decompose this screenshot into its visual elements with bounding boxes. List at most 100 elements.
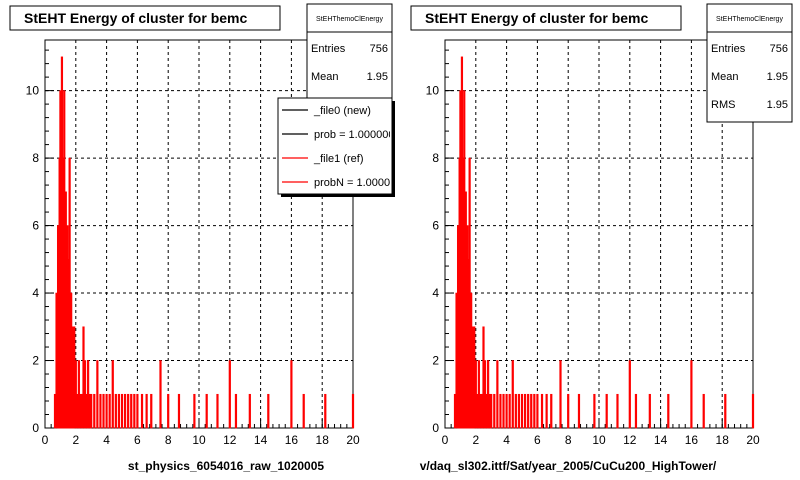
x-tick-label: 6: [534, 433, 541, 447]
chart-title: StEHT Energy of cluster for bemc: [425, 10, 648, 26]
left-histogram-panel: 0 2 4 6 8 10 12 14 16 18 20 0 2 4 6 8 10 StEHT Energy of …: [9, 3, 395, 473]
histogram-bar: [605, 393, 608, 429]
histogram-bar: [536, 393, 539, 429]
stats-value: 756: [370, 43, 388, 55]
stats-value: 1.95: [767, 99, 788, 111]
histogram-bar: [102, 393, 105, 429]
stats-box: [706, 3, 793, 123]
histogram-bar: [523, 393, 527, 429]
stats-name: StEHThemoClEnergy: [316, 16, 383, 23]
histogram-bar: [690, 360, 693, 429]
histogram-bar: [120, 393, 124, 429]
y-tick-label: 10: [26, 84, 40, 98]
histogram-bar: [567, 393, 570, 429]
histogram-bar: [648, 393, 651, 429]
histogram-bar: [540, 393, 544, 429]
y-tick-label: 6: [32, 219, 39, 233]
x-tick-label: 20: [346, 433, 360, 447]
histogram-bar: [96, 360, 99, 429]
histogram-bar: [216, 393, 219, 429]
histogram-bar: [99, 393, 102, 429]
x-tick-label: 10: [592, 433, 606, 447]
histogram-bar: [130, 393, 133, 429]
histogram-bar: [177, 393, 181, 429]
histogram-bar: [702, 393, 705, 429]
y-tick-label: 4: [32, 286, 39, 300]
stats-name: StEHThemoClEnergy: [716, 16, 783, 23]
x-tick-label: 8: [165, 433, 172, 447]
x-tick-label: 4: [103, 433, 110, 447]
y-tick-label: 0: [432, 421, 439, 435]
histogram-bar: [616, 393, 619, 429]
histogram-bar: [324, 393, 327, 429]
x-tick-label: 6: [134, 433, 141, 447]
histogram-bar: [496, 360, 499, 429]
stats-value: 1.95: [367, 71, 388, 83]
histogram-bar: [150, 393, 153, 429]
y-tick-label: 0: [32, 421, 39, 435]
x-tick-label: 12: [623, 433, 637, 447]
y-tick-label: 8: [32, 151, 39, 165]
x-tick-label: 10: [192, 433, 206, 447]
stats-value: 756: [770, 43, 788, 55]
histogram-bar: [508, 393, 511, 429]
x-tick-label: 2: [472, 433, 479, 447]
histogram-bar: [545, 393, 548, 429]
histogram-bar: [302, 393, 305, 429]
stats-value: 1.95: [767, 71, 788, 83]
x-tick-label: 14: [254, 433, 268, 447]
y-tick-label: 10: [426, 84, 440, 98]
histogram-bar: [505, 393, 508, 429]
histogram-bar: [514, 393, 517, 429]
histogram-bar: [93, 393, 96, 429]
histogram-bar: [133, 393, 136, 429]
legend-box: [277, 97, 393, 195]
histogram-bar: [108, 393, 111, 429]
histogram-bar: [127, 393, 130, 429]
histogram-bar: [751, 393, 755, 429]
y-tick-label: 2: [432, 354, 439, 368]
x-tick-label: 0: [42, 433, 49, 447]
x-tick-label: 8: [565, 433, 572, 447]
histogram-bar: [502, 393, 505, 429]
x-tick-label: 14: [654, 433, 668, 447]
x-axis-label: v/daq_sl302.ittf/Sat/year_2005/CuCu200_H…: [420, 459, 717, 473]
histogram-bar: [136, 393, 139, 429]
histogram-bar: [123, 393, 127, 429]
histogram-bar: [724, 393, 727, 429]
y-tick-label: 4: [432, 286, 439, 300]
x-tick-label: 18: [316, 433, 330, 447]
stats-label: RMS: [711, 99, 735, 111]
histogram-bar: [351, 393, 355, 429]
histogram-bar: [527, 393, 530, 429]
histogram-bar: [90, 393, 93, 429]
histogram-bar: [159, 360, 162, 429]
stats-label: Mean: [311, 71, 339, 83]
x-tick-label: 20: [746, 433, 760, 447]
stats-box: [306, 3, 393, 109]
x-tick-label: 4: [503, 433, 510, 447]
histogram-bar: [499, 393, 502, 429]
legend-label: _file1 (ref): [313, 153, 364, 165]
stats-label: Mean: [711, 71, 739, 83]
histogram-bar: [628, 360, 631, 429]
stats-label: Entries: [311, 43, 346, 55]
y-tick-label: 8: [432, 151, 439, 165]
histogram-bar: [193, 393, 196, 429]
histogram-bar: [228, 360, 231, 429]
histogram-bar: [490, 393, 493, 429]
histogram-bar: [167, 393, 170, 429]
right-histogram-panel: 0 2 4 6 8 10 12 14 16 18 20 0 2 4 6 8 10 StEHT Energy of …: [410, 3, 793, 473]
histogram-bar: [520, 393, 524, 429]
histogram-bar: [145, 393, 148, 429]
histogram-bar: [593, 393, 596, 429]
y-tick-label: 6: [432, 219, 439, 233]
histogram-bar: [511, 360, 514, 429]
legend-label: _file0 (new): [313, 105, 371, 117]
stats-label: Entries: [711, 43, 746, 55]
x-tick-label: 2: [72, 433, 79, 447]
x-tick-label: 18: [716, 433, 730, 447]
histogram-bar: [559, 360, 562, 429]
x-tick-label: 12: [223, 433, 237, 447]
